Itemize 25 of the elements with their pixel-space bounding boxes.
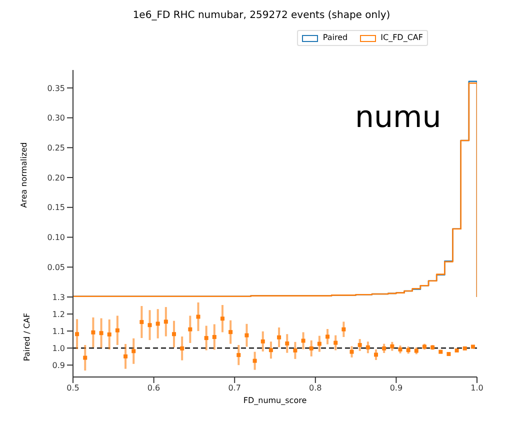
y-tick-label: 0.30 [47, 114, 65, 123]
y-tick-label: 0.05 [47, 262, 65, 272]
y-tick-label: 0.35 [47, 84, 65, 93]
y-tick-label: 0.9 [52, 360, 65, 370]
legend-label: IC_FD_CAF [380, 32, 423, 44]
y-tick-label: 0.15 [47, 203, 65, 212]
y-tick-label: 1.2 [52, 310, 65, 319]
y-axis-title: Paired / CAF [22, 312, 32, 362]
y-tick-label: 1.1 [52, 326, 65, 336]
chart-title: 1e6_FD RHC numubar, 259272 events (shape only) [132, 10, 392, 21]
x-tick-label: 0.7 [228, 384, 241, 393]
x-tick-label: 0.5 [66, 384, 80, 393]
x-tick-label: 0.9 [390, 384, 403, 393]
y-axis-title: Area normalized [20, 142, 28, 208]
y-tick-label: 0.25 [47, 144, 65, 152]
x-tick-label: 0.6 [147, 384, 160, 393]
y-tick-label: 1.0 [52, 344, 65, 353]
x-tick-label: 1.0 [470, 384, 484, 393]
annotation: numu [355, 100, 442, 135]
y-tick-label: 0.20 [47, 173, 65, 182]
legend-label: Paired [322, 32, 348, 44]
y-tick-label: 0.10 [47, 233, 65, 242]
y-tick-label: 1.3 [52, 292, 65, 302]
x-tick-label: 0.8 [309, 384, 322, 393]
x-axis-title: FD_numu_score [242, 396, 308, 405]
